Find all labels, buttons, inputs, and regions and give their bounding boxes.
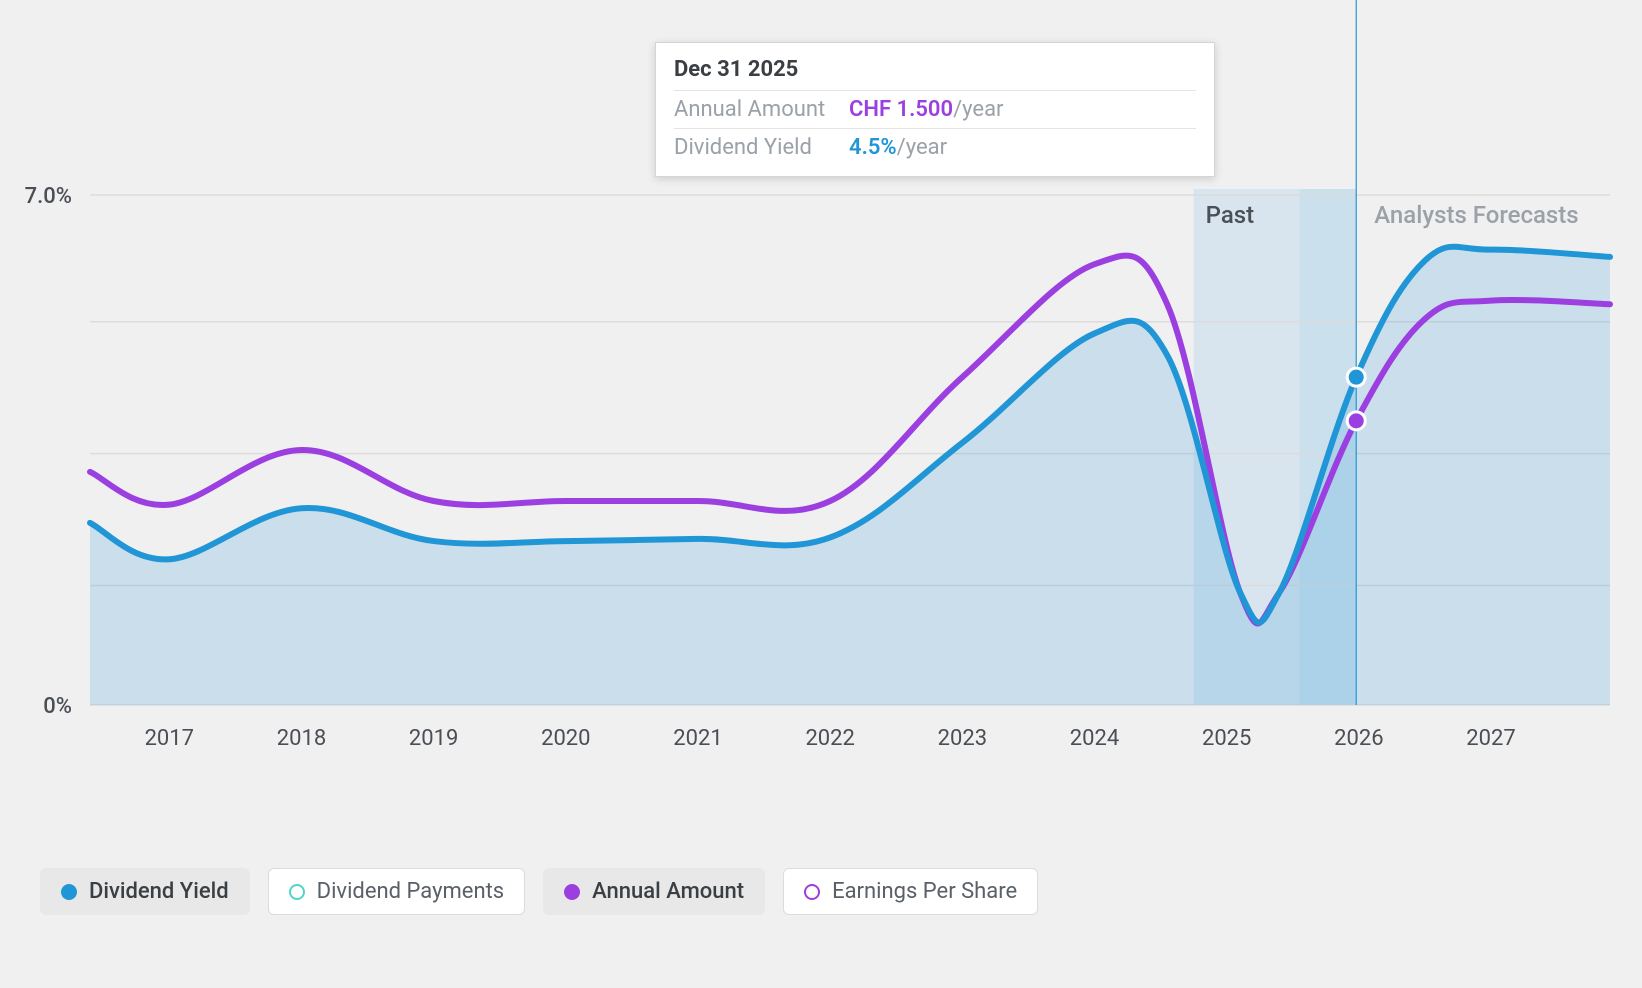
legend-item[interactable]: Earnings Per Share: [783, 868, 1038, 915]
svg-text:2022: 2022: [805, 726, 854, 751]
svg-text:2018: 2018: [277, 726, 326, 751]
svg-text:7.0%: 7.0%: [25, 184, 72, 209]
svg-text:2019: 2019: [409, 726, 458, 751]
chart-tooltip: Dec 31 2025 Annual AmountCHF 1.500/yearD…: [655, 42, 1215, 177]
svg-text:2017: 2017: [145, 726, 194, 751]
legend-item[interactable]: Annual Amount: [543, 868, 765, 915]
svg-text:2021: 2021: [673, 726, 722, 751]
tooltip-title: Dec 31 2025: [674, 57, 1196, 82]
svg-text:2026: 2026: [1334, 726, 1383, 751]
tooltip-row: Annual AmountCHF 1.500/year: [674, 90, 1196, 128]
svg-text:2023: 2023: [938, 726, 987, 751]
legend-ring-icon: [289, 884, 305, 900]
tooltip-label: Annual Amount: [674, 97, 849, 122]
legend-label: Dividend Payments: [317, 879, 505, 904]
legend-label: Annual Amount: [592, 879, 744, 904]
svg-text:0%: 0%: [43, 694, 72, 719]
legend-item[interactable]: Dividend Yield: [40, 868, 250, 915]
svg-text:Past: Past: [1206, 201, 1254, 229]
chart-legend: Dividend Yield Dividend Payments Annual Am…: [40, 868, 1038, 915]
legend-ring-icon: [804, 884, 820, 900]
svg-text:2025: 2025: [1202, 726, 1251, 751]
tooltip-row: Dividend Yield4.5%/year: [674, 128, 1196, 166]
tooltip-value: 4.5%/year: [849, 135, 947, 160]
legend-label: Earnings Per Share: [832, 879, 1017, 904]
tooltip-label: Dividend Yield: [674, 135, 849, 160]
svg-text:Analysts Forecasts: Analysts Forecasts: [1374, 201, 1578, 229]
legend-dot-icon: [564, 884, 580, 900]
svg-text:2024: 2024: [1070, 726, 1119, 751]
tooltip-value: CHF 1.500/year: [849, 97, 1004, 122]
legend-dot-icon: [61, 884, 77, 900]
svg-text:2020: 2020: [541, 726, 590, 751]
svg-text:2027: 2027: [1466, 726, 1515, 751]
legend-label: Dividend Yield: [89, 879, 229, 904]
legend-item[interactable]: Dividend Payments: [268, 868, 526, 915]
